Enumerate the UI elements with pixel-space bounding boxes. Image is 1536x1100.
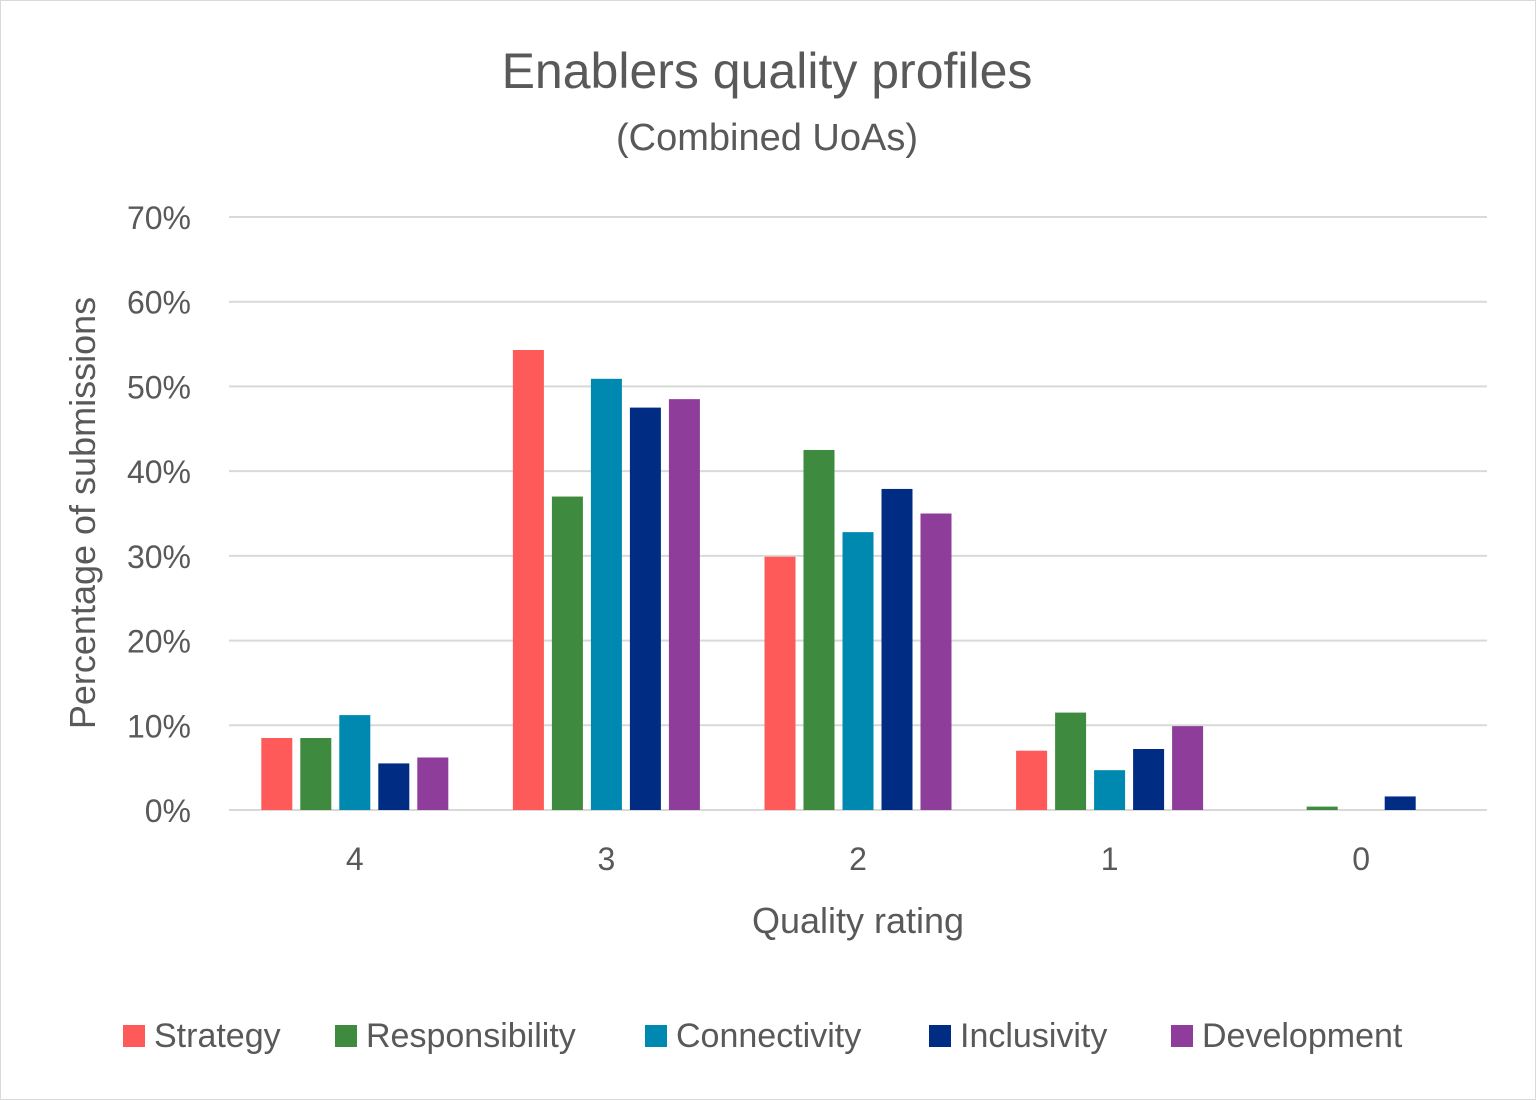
bar-inclusivity-rating-1: [1133, 749, 1165, 810]
bars: [261, 350, 1416, 810]
bar-connectivity-rating-3: [590, 378, 622, 810]
y-axis-label: Percentage of submissions: [62, 297, 103, 729]
x-tick-label: 0: [1352, 841, 1370, 877]
bar-responsibility-rating-4: [300, 737, 332, 810]
legend-label-development: Development: [1202, 1017, 1403, 1055]
bar-connectivity-rating-4: [339, 715, 371, 810]
chart-title: Enablers quality profiles: [502, 43, 1033, 99]
y-tick-label: 50%: [127, 369, 191, 405]
bar-responsibility-rating-2: [803, 449, 835, 810]
y-tick-label: 40%: [127, 454, 191, 490]
bar-inclusivity-rating-2: [881, 488, 913, 810]
bar-inclusivity-rating-4: [378, 763, 410, 810]
legend: Strategy Responsibility Connectivity Inclus…: [123, 1017, 1403, 1055]
legend-label-strategy: Strategy: [154, 1017, 281, 1055]
y-axis-ticks: 0% 10% 20% 30% 40% 50% 60% 70%: [127, 200, 191, 829]
y-tick-label: 30%: [127, 539, 191, 575]
bar-responsibility-rating-0: [1306, 806, 1338, 810]
x-tick-label: 2: [849, 841, 867, 877]
x-axis-ticks: 4 3 2 1 0: [346, 841, 1370, 877]
bar-strategy-rating-1: [1016, 750, 1048, 810]
legend-swatch-responsibility: [335, 1025, 357, 1047]
bar-strategy-rating-4: [261, 737, 293, 810]
y-tick-label: 10%: [127, 708, 191, 744]
bar-development-rating-1: [1172, 726, 1204, 810]
bar-strategy-rating-3: [512, 350, 544, 810]
bar-responsibility-rating-1: [1055, 712, 1087, 810]
bar-inclusivity-rating-0: [1384, 796, 1416, 810]
y-tick-label: 0%: [145, 793, 191, 829]
y-tick-label: 70%: [127, 200, 191, 236]
y-tick-label: 60%: [127, 285, 191, 321]
bar-connectivity-rating-1: [1094, 770, 1126, 810]
legend-swatch-connectivity: [645, 1025, 667, 1047]
bar-development-rating-4: [417, 757, 449, 810]
legend-swatch-development: [1171, 1025, 1193, 1047]
bar-responsibility-rating-3: [551, 496, 583, 810]
x-tick-label: 1: [1101, 841, 1119, 877]
bar-development-rating-2: [920, 513, 952, 810]
legend-label-connectivity: Connectivity: [676, 1017, 861, 1055]
legend-swatch-inclusivity: [929, 1025, 951, 1047]
chart-subtitle: (Combined UoAs): [616, 117, 918, 159]
legend-swatch-strategy: [123, 1025, 145, 1047]
bar-development-rating-3: [668, 399, 700, 810]
x-tick-label: 3: [598, 841, 616, 877]
x-axis-label: Quality rating: [752, 900, 964, 941]
y-tick-label: 20%: [127, 624, 191, 660]
bar-connectivity-rating-2: [842, 532, 874, 810]
legend-label-responsibility: Responsibility: [366, 1017, 576, 1055]
bar-inclusivity-rating-3: [629, 407, 661, 810]
bar-strategy-rating-2: [764, 556, 796, 810]
x-tick-label: 4: [346, 841, 364, 877]
legend-label-inclusivity: Inclusivity: [960, 1017, 1107, 1055]
